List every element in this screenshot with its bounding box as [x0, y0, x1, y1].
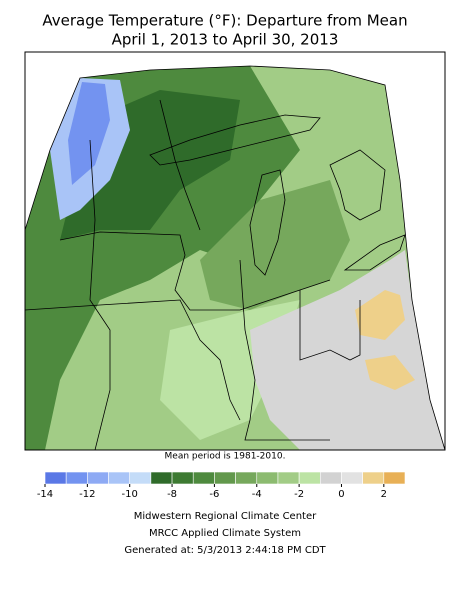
- legend-tick-label: 2: [381, 489, 387, 500]
- legend-tick-label: 0: [338, 489, 344, 500]
- legend-tick-label: -2: [294, 489, 304, 500]
- map-frame: [24, 51, 446, 451]
- footer-line: Generated at: 5/3/2013 2:44:18 PM CDT: [124, 545, 326, 556]
- legend-swatch: [298, 471, 321, 485]
- legend-swatch: [44, 471, 67, 485]
- legend-swatch: [277, 471, 300, 485]
- legend-swatch: [214, 471, 236, 485]
- legend-swatch: [171, 471, 194, 485]
- state-lines: [24, 299, 241, 421]
- lake-huron: [329, 149, 386, 221]
- state-lines: [299, 290, 361, 361]
- lake-superior: [149, 114, 321, 166]
- title: Average Temperature (°F): Departure from…: [42, 12, 407, 30]
- state-lines: [159, 99, 201, 231]
- legend-tick-label: -6: [209, 489, 219, 500]
- legend-swatch: [87, 471, 109, 485]
- zone-orange: [355, 290, 415, 390]
- zone-mid: [200, 180, 350, 310]
- legend: -14 -12 -10 -8 -6 -4 -2 0 2: [37, 471, 406, 500]
- legend-tick-label: -4: [252, 489, 262, 500]
- state-lines: [239, 259, 330, 441]
- footer-line: Midwestern Regional Climate Center: [134, 511, 317, 522]
- legend-swatch: [256, 471, 279, 485]
- map: [24, 51, 446, 451]
- state-lines: [59, 231, 331, 311]
- legend-tick-label: -14: [37, 489, 53, 500]
- legend-swatch: [341, 471, 363, 485]
- legend-tick-label: -12: [79, 489, 95, 500]
- lake-erie: [343, 234, 406, 271]
- subtitle: April 1, 2013 to April 30, 2013: [112, 31, 339, 49]
- legend-swatch: [129, 471, 152, 485]
- zone-blue-dark: [68, 82, 110, 185]
- state-lines: [89, 139, 111, 451]
- legend-swatch: [192, 471, 215, 485]
- legend-swatch: [108, 471, 131, 485]
- legend-swatch: [383, 471, 406, 485]
- legend-tick-label: -8: [167, 489, 177, 500]
- legend-swatch: [362, 471, 385, 485]
- legend-tick-label: -10: [122, 489, 138, 500]
- legend-swatch: [319, 471, 342, 485]
- footer-line: MRCC Applied Climate System: [149, 528, 301, 539]
- map-note: Mean period is 1981-2010.: [165, 452, 286, 462]
- lake-michigan: [249, 169, 286, 276]
- legend-swatch: [235, 471, 258, 485]
- legend-swatch: [65, 471, 88, 485]
- legend-swatch: [150, 471, 173, 485]
